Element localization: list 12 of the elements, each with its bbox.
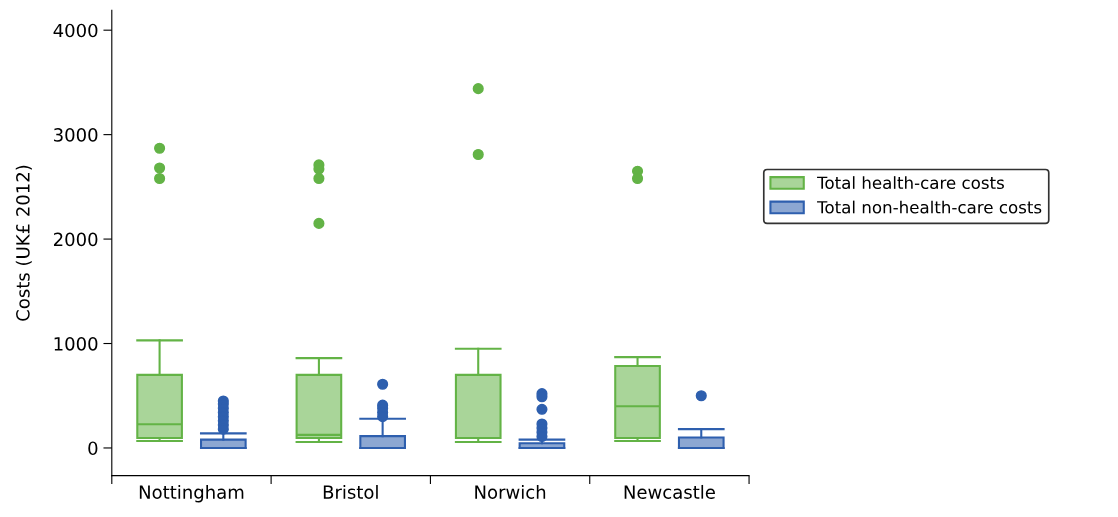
x-tick-label: Bristol <box>323 484 378 499</box>
x-tick-label: Nottingham <box>139 484 244 503</box>
x-tick-label: Norwich <box>475 484 546 499</box>
y-axis-title: Costs (UK£ 2012) <box>15 165 32 321</box>
y-tick-label: 2000 <box>53 232 98 247</box>
legend-label: Total health-care costs <box>817 176 1004 190</box>
y-tick-label: 0 <box>88 441 98 456</box>
x-tick-label: Newcastle <box>624 484 715 499</box>
y-tick-label: 3000 <box>54 128 98 142</box>
y-tick-label: 1000 <box>54 336 98 351</box>
y-tick-label: 4000 <box>53 23 98 38</box>
legend-label: Total non-health-care costs <box>817 200 1042 214</box>
